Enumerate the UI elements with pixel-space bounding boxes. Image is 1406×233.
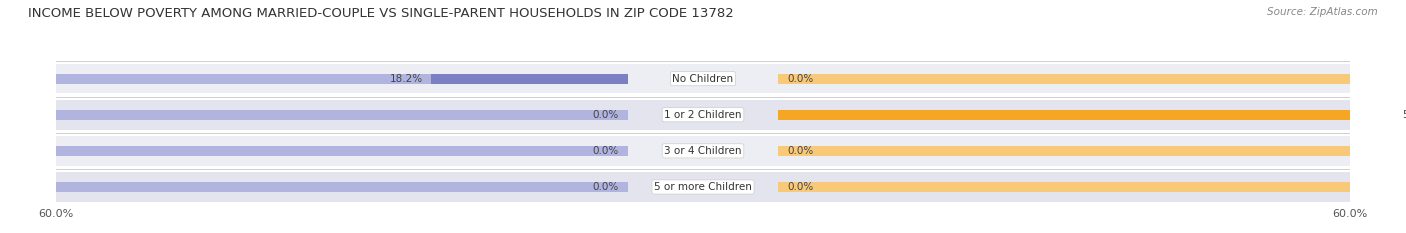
Text: 0.0%: 0.0% — [787, 182, 813, 192]
Bar — [56, 100, 1350, 130]
Text: 0.0%: 0.0% — [593, 146, 619, 156]
Text: 1 or 2 Children: 1 or 2 Children — [664, 110, 742, 120]
Text: 18.2%: 18.2% — [389, 74, 423, 84]
Text: 57.1%: 57.1% — [1403, 110, 1406, 120]
Bar — [56, 172, 1350, 202]
Bar — [779, 146, 1350, 156]
Bar — [56, 64, 1350, 93]
Text: 5 or more Children: 5 or more Children — [654, 182, 752, 192]
Text: 0.0%: 0.0% — [787, 74, 813, 84]
Bar — [56, 182, 627, 192]
Text: Source: ZipAtlas.com: Source: ZipAtlas.com — [1267, 7, 1378, 17]
Text: 0.0%: 0.0% — [593, 110, 619, 120]
Bar — [56, 110, 627, 120]
Bar — [56, 136, 1350, 166]
Bar — [779, 110, 1350, 120]
Text: No Children: No Children — [672, 74, 734, 84]
Bar — [779, 182, 1350, 192]
Bar — [779, 110, 1393, 120]
Text: 0.0%: 0.0% — [787, 146, 813, 156]
Bar — [56, 74, 627, 84]
Bar — [56, 146, 627, 156]
Text: 0.0%: 0.0% — [593, 182, 619, 192]
Text: 3 or 4 Children: 3 or 4 Children — [664, 146, 742, 156]
Bar — [432, 74, 627, 84]
Bar — [779, 74, 1350, 84]
Text: INCOME BELOW POVERTY AMONG MARRIED-COUPLE VS SINGLE-PARENT HOUSEHOLDS IN ZIP COD: INCOME BELOW POVERTY AMONG MARRIED-COUPL… — [28, 7, 734, 20]
